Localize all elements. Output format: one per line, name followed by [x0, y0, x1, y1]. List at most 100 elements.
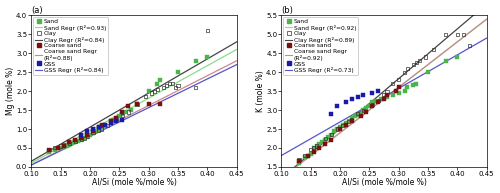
Point [404, 86, 411, 89]
Point [74, 140, 82, 143]
Point [168, 82, 176, 85]
Point [354, 113, 362, 116]
Point [89, 131, 97, 134]
Point [454, 33, 462, 36]
Point [133, 103, 141, 106]
Point [327, 139, 335, 142]
Point [327, 133, 335, 136]
Point [306, 152, 314, 155]
Point [336, 127, 344, 130]
Point [316, 143, 324, 146]
Point [362, 107, 370, 110]
Point [95, 126, 103, 129]
Point [383, 95, 391, 98]
Point [154, 88, 162, 91]
Point [412, 61, 420, 64]
Point [77, 133, 85, 136]
Point [45, 148, 53, 151]
Point [72, 141, 80, 144]
Point [360, 108, 368, 112]
Point [383, 90, 391, 93]
Point [104, 124, 112, 127]
Point [100, 124, 108, 127]
Point [121, 110, 129, 113]
Point [415, 59, 423, 62]
Point [322, 143, 330, 146]
Point [410, 63, 418, 66]
Point [112, 116, 120, 119]
Point [174, 84, 182, 87]
Point [380, 97, 388, 100]
Point [295, 162, 303, 165]
Point [133, 103, 141, 106]
Point [392, 90, 400, 93]
Point [83, 135, 91, 138]
Point [394, 86, 402, 89]
Point [171, 86, 179, 89]
Point [301, 154, 309, 157]
Point [356, 112, 364, 115]
Point [295, 160, 303, 163]
Point [56, 145, 64, 148]
Point [342, 101, 350, 104]
Point [310, 150, 318, 153]
Point [56, 146, 64, 150]
Point [412, 82, 420, 85]
X-axis label: Al/Si (mole %/mole %): Al/Si (mole %/mole %) [342, 179, 426, 187]
Point [95, 126, 103, 129]
Point [92, 129, 100, 132]
Point [394, 78, 402, 81]
Point [389, 93, 397, 96]
Point [374, 99, 382, 102]
Point [89, 129, 97, 132]
Point [371, 99, 379, 102]
Point [98, 124, 106, 127]
Point [410, 84, 418, 87]
Point [421, 55, 429, 58]
Point [77, 139, 85, 142]
Point [106, 120, 114, 123]
Point [430, 48, 438, 51]
Point [124, 110, 132, 113]
Point [144, 90, 152, 93]
Point [354, 95, 362, 98]
Point [68, 142, 76, 145]
Point [345, 120, 353, 123]
Point [360, 108, 368, 112]
Point [368, 105, 376, 108]
Point [354, 112, 362, 115]
Point [60, 146, 68, 149]
Text: (b): (b) [282, 6, 293, 14]
Point [118, 112, 126, 115]
Point [333, 105, 341, 108]
Point [442, 59, 450, 62]
Point [51, 146, 59, 150]
Point [377, 97, 385, 100]
Point [51, 148, 59, 151]
Point [333, 127, 341, 130]
Point [304, 154, 312, 157]
Point [174, 71, 182, 74]
Point [339, 124, 347, 127]
Point [404, 67, 411, 70]
Point [324, 135, 332, 138]
Point [89, 127, 97, 130]
Point [162, 84, 170, 87]
Point [465, 44, 473, 47]
Point [400, 90, 408, 93]
Point [80, 137, 88, 140]
Point [83, 136, 91, 139]
Point [374, 90, 382, 93]
Point [77, 137, 85, 140]
Point [424, 71, 432, 74]
Y-axis label: K (mole %): K (mole %) [256, 70, 264, 112]
Point [118, 118, 126, 121]
Point [374, 101, 382, 104]
Point [98, 126, 106, 129]
Text: (a): (a) [32, 6, 43, 14]
Point [54, 146, 62, 150]
Point [312, 145, 320, 148]
Point [345, 120, 353, 123]
Point [80, 137, 88, 140]
Point [83, 133, 91, 136]
